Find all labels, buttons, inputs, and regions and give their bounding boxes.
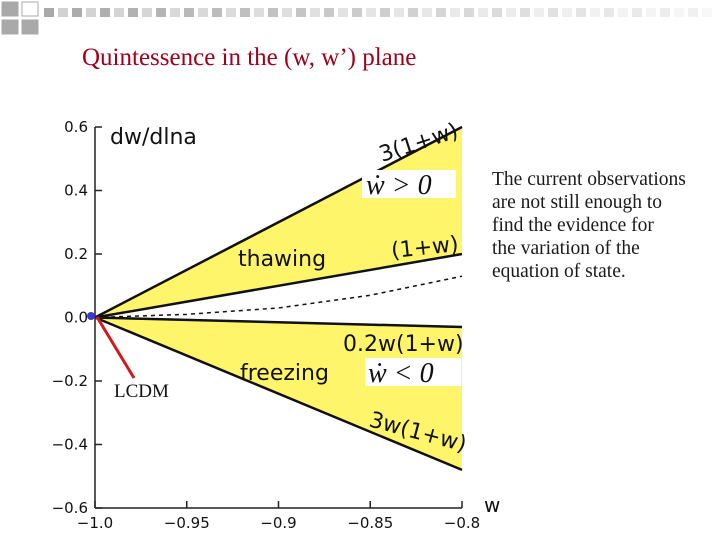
boundary-line-4 bbox=[94, 316, 463, 472]
observation-note: The current observations are not still en… bbox=[492, 168, 718, 283]
decoration-square bbox=[198, 8, 208, 17]
y-tick-label: 0.0 bbox=[64, 309, 88, 327]
x-tick-label: −0.9 bbox=[260, 514, 296, 532]
decoration-square bbox=[212, 8, 222, 17]
decoration-square bbox=[646, 8, 656, 17]
decoration-square bbox=[534, 8, 544, 17]
decoration-square bbox=[478, 8, 488, 17]
region-label-thawing: thawing bbox=[238, 247, 326, 272]
decoration-square bbox=[1, 19, 19, 35]
condition-freezing: ẇ < 0 bbox=[368, 358, 434, 389]
decoration-square bbox=[604, 8, 614, 17]
decoration-square bbox=[21, 1, 39, 17]
x-tick-label: −0.95 bbox=[164, 514, 210, 532]
note-line: the variation of the bbox=[492, 238, 640, 259]
note-line: are not still enough to bbox=[492, 192, 663, 213]
decoration-square bbox=[268, 8, 278, 17]
decoration-square bbox=[618, 8, 628, 17]
decoration-square bbox=[492, 8, 502, 17]
decoration-square bbox=[366, 8, 376, 17]
y-tick-label: 0.4 bbox=[64, 182, 88, 200]
condition-thawing: ẇ > 0 bbox=[366, 170, 432, 201]
decoration-square bbox=[660, 8, 670, 17]
decoration-square bbox=[282, 8, 292, 17]
y-axis-label: dw/dlna bbox=[110, 125, 197, 150]
decoration-square bbox=[632, 8, 642, 17]
decoration-square bbox=[450, 8, 460, 17]
region-label-freezing: freezing bbox=[240, 361, 329, 386]
decoration-square bbox=[324, 8, 334, 17]
note-line: find the evidence for bbox=[492, 215, 654, 236]
decoration-square bbox=[548, 8, 558, 17]
reference-curve-dashed bbox=[94, 275, 463, 319]
decoration-square bbox=[128, 8, 138, 17]
note-line: equation of state. bbox=[492, 261, 626, 282]
decoration-square bbox=[114, 8, 124, 17]
y-tick-label: −0.2 bbox=[52, 372, 88, 390]
y-tick-label: −0.4 bbox=[52, 436, 88, 454]
lcdm-pointer bbox=[95, 316, 136, 379]
decoration-square bbox=[240, 8, 250, 17]
decoration-square bbox=[296, 8, 306, 17]
decoration-square bbox=[520, 8, 530, 17]
decoration-square bbox=[58, 8, 68, 17]
condition-box-freezing bbox=[365, 358, 461, 386]
decoration-square bbox=[394, 8, 404, 17]
decoration-square bbox=[380, 8, 390, 17]
corner-decoration bbox=[1, 1, 712, 35]
decoration-square bbox=[21, 19, 39, 35]
boundary-line-3 bbox=[94, 316, 463, 329]
note-line: The current observations bbox=[492, 169, 686, 190]
decoration-square bbox=[142, 8, 152, 17]
decoration-square bbox=[1, 1, 19, 17]
x-tick-label: −0.85 bbox=[347, 514, 393, 532]
decoration-square bbox=[170, 8, 180, 17]
decoration-square bbox=[352, 8, 362, 17]
decoration-square bbox=[702, 8, 712, 17]
decoration-square bbox=[562, 8, 572, 17]
decoration-square bbox=[44, 8, 54, 17]
x-tick-label: −0.8 bbox=[444, 514, 480, 532]
condition-box-thawing bbox=[362, 170, 456, 198]
lcdm-point bbox=[87, 312, 95, 320]
lcdm-label: LCDM bbox=[114, 381, 169, 402]
decoration-square bbox=[254, 8, 264, 17]
x-tick-label: −1.0 bbox=[77, 514, 113, 532]
decoration-square bbox=[156, 8, 166, 17]
decoration-square bbox=[688, 8, 698, 17]
decoration-square bbox=[506, 8, 516, 17]
y-tick-label: 0.2 bbox=[64, 245, 88, 263]
y-tick-label: −0.6 bbox=[52, 499, 88, 517]
decoration-square bbox=[576, 8, 586, 17]
slide-title: Quintessence in the (w, w’) plane bbox=[82, 44, 417, 71]
line-label-0-2w-1-plus-w: 0.2w(1+w) bbox=[343, 332, 464, 357]
decoration-square bbox=[674, 8, 684, 17]
boundary-line-1 bbox=[94, 252, 463, 319]
decoration-square bbox=[422, 8, 432, 17]
decoration-square bbox=[408, 8, 418, 17]
x-axis-label: w bbox=[484, 493, 500, 517]
decoration-square bbox=[436, 8, 446, 17]
decoration-square bbox=[226, 8, 236, 17]
decoration-square bbox=[310, 8, 320, 17]
decoration-square bbox=[338, 8, 348, 17]
y-tick-label: 0.6 bbox=[64, 118, 88, 136]
decoration-square bbox=[72, 8, 82, 17]
decoration-square bbox=[590, 8, 600, 17]
decoration-square bbox=[464, 8, 474, 17]
decoration-square bbox=[100, 8, 110, 17]
decoration-square bbox=[184, 8, 194, 17]
boundary-line-0 bbox=[94, 125, 463, 319]
decoration-square bbox=[86, 8, 96, 17]
